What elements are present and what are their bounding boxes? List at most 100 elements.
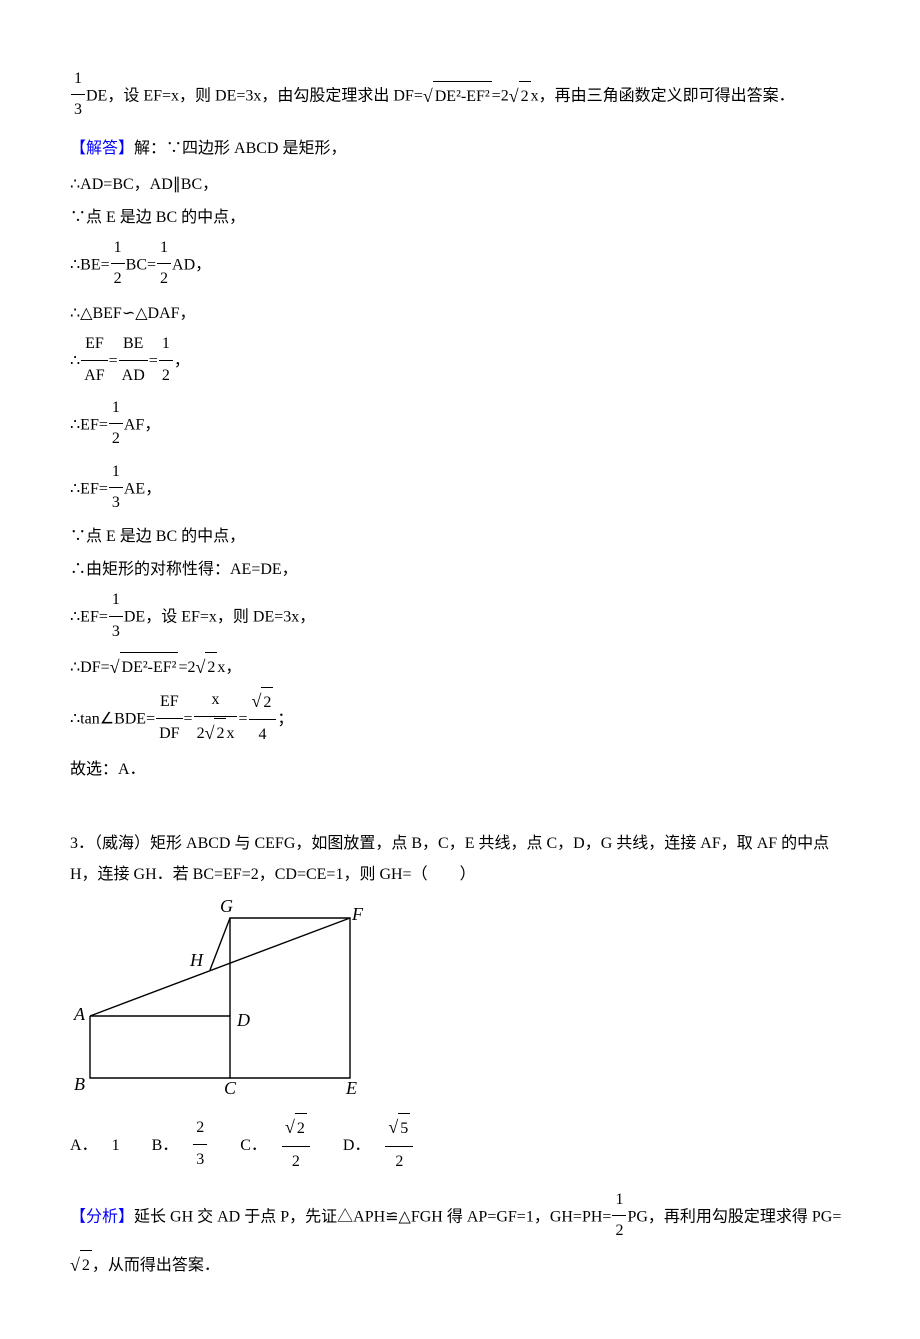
solution-continuation: 13DE，设 EF=x，则 DE=3x，由勾股定理求出 DF=√DE²-EF²=…: [70, 66, 850, 785]
answer-choices: A．1 B．23 C．√22 D．√52: [70, 1113, 850, 1179]
sqrt-symbol: √: [110, 650, 120, 684]
radicand: 2: [263, 694, 271, 711]
den: AD: [119, 360, 148, 391]
den: 3: [193, 1144, 207, 1175]
radicand: DE²-EF²: [122, 659, 177, 676]
text: AE，: [124, 480, 161, 497]
text: ∴BE=: [70, 257, 110, 274]
frac: EFAF: [81, 329, 107, 391]
den: 2: [612, 1215, 626, 1246]
den: 3: [109, 487, 123, 518]
frac: 12: [612, 1185, 626, 1247]
step: ∵点 E 是边 BC 的中点，: [70, 203, 850, 233]
radicand: 2: [207, 659, 215, 676]
line-1: 13DE，设 EF=x，则 DE=3x，由勾股定理求出 DF=√DE²-EF²=…: [70, 66, 850, 128]
text: =2: [178, 659, 195, 676]
answer-label: 【解答】: [70, 140, 134, 157]
text: ∴tan∠BDE=: [70, 711, 155, 728]
frac: 23: [193, 1113, 207, 1175]
eq: =: [149, 353, 158, 370]
frac: 13: [109, 457, 123, 519]
step: ∴EF=13AE，: [70, 459, 850, 521]
sqrt-body: 5: [398, 1113, 410, 1144]
frac: √24: [249, 685, 277, 751]
choice-a: A．1: [70, 1131, 120, 1161]
sqrt-symbol: √: [388, 1110, 398, 1144]
question-number: 3．: [70, 835, 94, 852]
num: BE: [119, 329, 148, 359]
sqrt-symbol: √: [205, 716, 215, 750]
step: ∵点 E 是边 BC 的中点，: [70, 522, 850, 552]
eq: =: [238, 711, 247, 728]
num: √5: [385, 1111, 413, 1145]
sqrt-body: 2: [519, 81, 531, 112]
step: ∴tan∠BDE=EFDF=x2√2x=√24；: [70, 687, 850, 753]
svg-text:C: C: [224, 1078, 237, 1098]
text: ∴EF=: [70, 416, 108, 433]
num: x: [194, 685, 238, 715]
text: x，: [217, 659, 241, 676]
text: ∴DF=: [70, 659, 110, 676]
text: 延长 GH 交 AD 于点 P，先证△APH≌△FGH 得 AP=GF=1，GH…: [134, 1209, 611, 1226]
text: 2: [197, 724, 205, 741]
question-text: 3．（威海）矩形 ABCD 与 CEFG，如图放置，点 B，C，E 共线，点 C…: [70, 829, 850, 890]
choice-c: C．√22: [240, 1113, 311, 1179]
label: A．: [70, 1137, 98, 1154]
text: DE，设 EF=x，则 DE=3x，由勾股定理求出 DF=: [86, 88, 423, 105]
sqrt-symbol: √: [196, 650, 206, 684]
den: 2: [385, 1146, 413, 1177]
den: 3: [109, 616, 123, 647]
den: 2: [282, 1146, 310, 1177]
svg-text:A: A: [73, 1004, 86, 1024]
den: 2: [159, 360, 173, 391]
frac-1-3: 13: [71, 64, 85, 126]
text: ∴: [70, 353, 80, 370]
label: C．: [240, 1137, 267, 1154]
text: ∴EF=: [70, 480, 108, 497]
num: 1: [157, 233, 171, 263]
num: 1: [109, 393, 123, 423]
step: ∴由矩形的对称性得：AE=DE，: [70, 555, 850, 585]
svg-text:D: D: [236, 1010, 250, 1030]
text: x，再由三角函数定义即可得出答案．: [531, 88, 795, 105]
radicand: 2: [297, 1120, 305, 1137]
svg-text:H: H: [189, 950, 204, 970]
radicand: DE²-EF²: [435, 88, 490, 105]
sqrt-symbol: √: [509, 79, 519, 113]
num: 1: [111, 233, 125, 263]
sqrt-symbol: √: [285, 1110, 295, 1144]
den: AF: [81, 360, 107, 391]
step: ∴AD=BC，AD∥BC，: [70, 170, 850, 200]
geometry-figure: ABCDEFGH: [70, 898, 850, 1109]
num: 2: [193, 1113, 207, 1143]
den: 2√2x: [194, 716, 238, 751]
den: DF: [156, 718, 182, 749]
text: ，从而得出答案．: [92, 1256, 220, 1273]
radicand: 2: [216, 725, 224, 742]
sqrt-body: 2: [261, 687, 273, 718]
sqrt-symbol: √: [423, 79, 433, 113]
sqrt-symbol: √: [70, 1248, 80, 1282]
svg-text:E: E: [345, 1078, 357, 1098]
frac: 12: [109, 393, 123, 455]
num: 1: [71, 64, 85, 94]
num: √2: [282, 1111, 310, 1145]
text: ；: [277, 711, 293, 728]
text: =2: [492, 88, 509, 105]
question-body: （威海）矩形 ABCD 与 CEFG，如图放置，点 B，C，E 共线，点 C，D…: [70, 835, 829, 882]
label: D．: [343, 1137, 371, 1154]
den: 2: [157, 263, 171, 294]
frac: x2√2x: [194, 685, 238, 751]
sqrt-body: DE²-EF²: [433, 81, 492, 112]
frac: 12: [157, 233, 171, 295]
answer-header-line: 【解答】解：∵四边形 ABCD 是矩形，: [70, 134, 850, 164]
text: ，: [174, 353, 190, 370]
sqrt-body: 2: [295, 1113, 307, 1144]
radicand: 5: [400, 1120, 408, 1137]
den: 2: [109, 423, 123, 454]
num: 1: [159, 329, 173, 359]
text: DE，设 EF=x，则 DE=3x，: [124, 609, 315, 626]
svg-text:F: F: [351, 904, 364, 924]
sqrt-body: 2: [214, 718, 226, 749]
choice-d: D．√52: [343, 1113, 414, 1179]
